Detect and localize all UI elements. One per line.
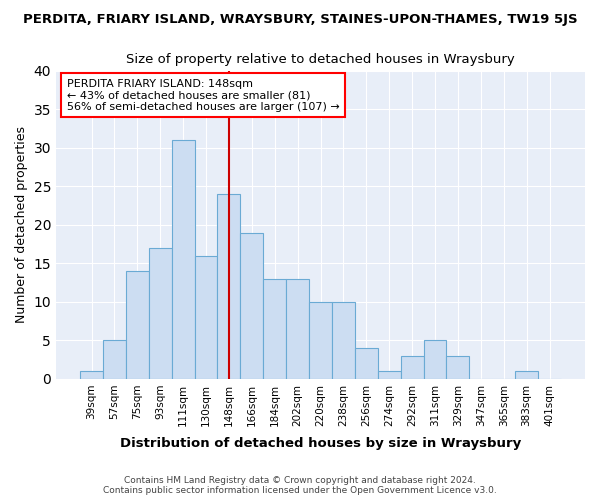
Bar xyxy=(149,248,172,379)
Bar xyxy=(80,371,103,379)
Bar xyxy=(194,256,217,379)
X-axis label: Distribution of detached houses by size in Wraysbury: Distribution of detached houses by size … xyxy=(120,437,521,450)
Bar xyxy=(515,371,538,379)
Y-axis label: Number of detached properties: Number of detached properties xyxy=(15,126,28,324)
Bar xyxy=(126,271,149,379)
Bar xyxy=(172,140,194,379)
Text: PERDITA, FRIARY ISLAND, WRAYSBURY, STAINES-UPON-THAMES, TW19 5JS: PERDITA, FRIARY ISLAND, WRAYSBURY, STAIN… xyxy=(23,12,577,26)
Bar xyxy=(378,371,401,379)
Bar xyxy=(424,340,446,379)
Bar xyxy=(401,356,424,379)
Bar xyxy=(355,348,378,379)
Bar xyxy=(309,302,332,379)
Bar xyxy=(263,279,286,379)
Text: Contains HM Land Registry data © Crown copyright and database right 2024.
Contai: Contains HM Land Registry data © Crown c… xyxy=(103,476,497,495)
Bar xyxy=(332,302,355,379)
Bar xyxy=(446,356,469,379)
Title: Size of property relative to detached houses in Wraysbury: Size of property relative to detached ho… xyxy=(126,52,515,66)
Bar xyxy=(286,279,309,379)
Bar xyxy=(103,340,126,379)
Text: PERDITA FRIARY ISLAND: 148sqm
← 43% of detached houses are smaller (81)
56% of s: PERDITA FRIARY ISLAND: 148sqm ← 43% of d… xyxy=(67,78,340,112)
Bar xyxy=(217,194,241,379)
Bar xyxy=(241,232,263,379)
